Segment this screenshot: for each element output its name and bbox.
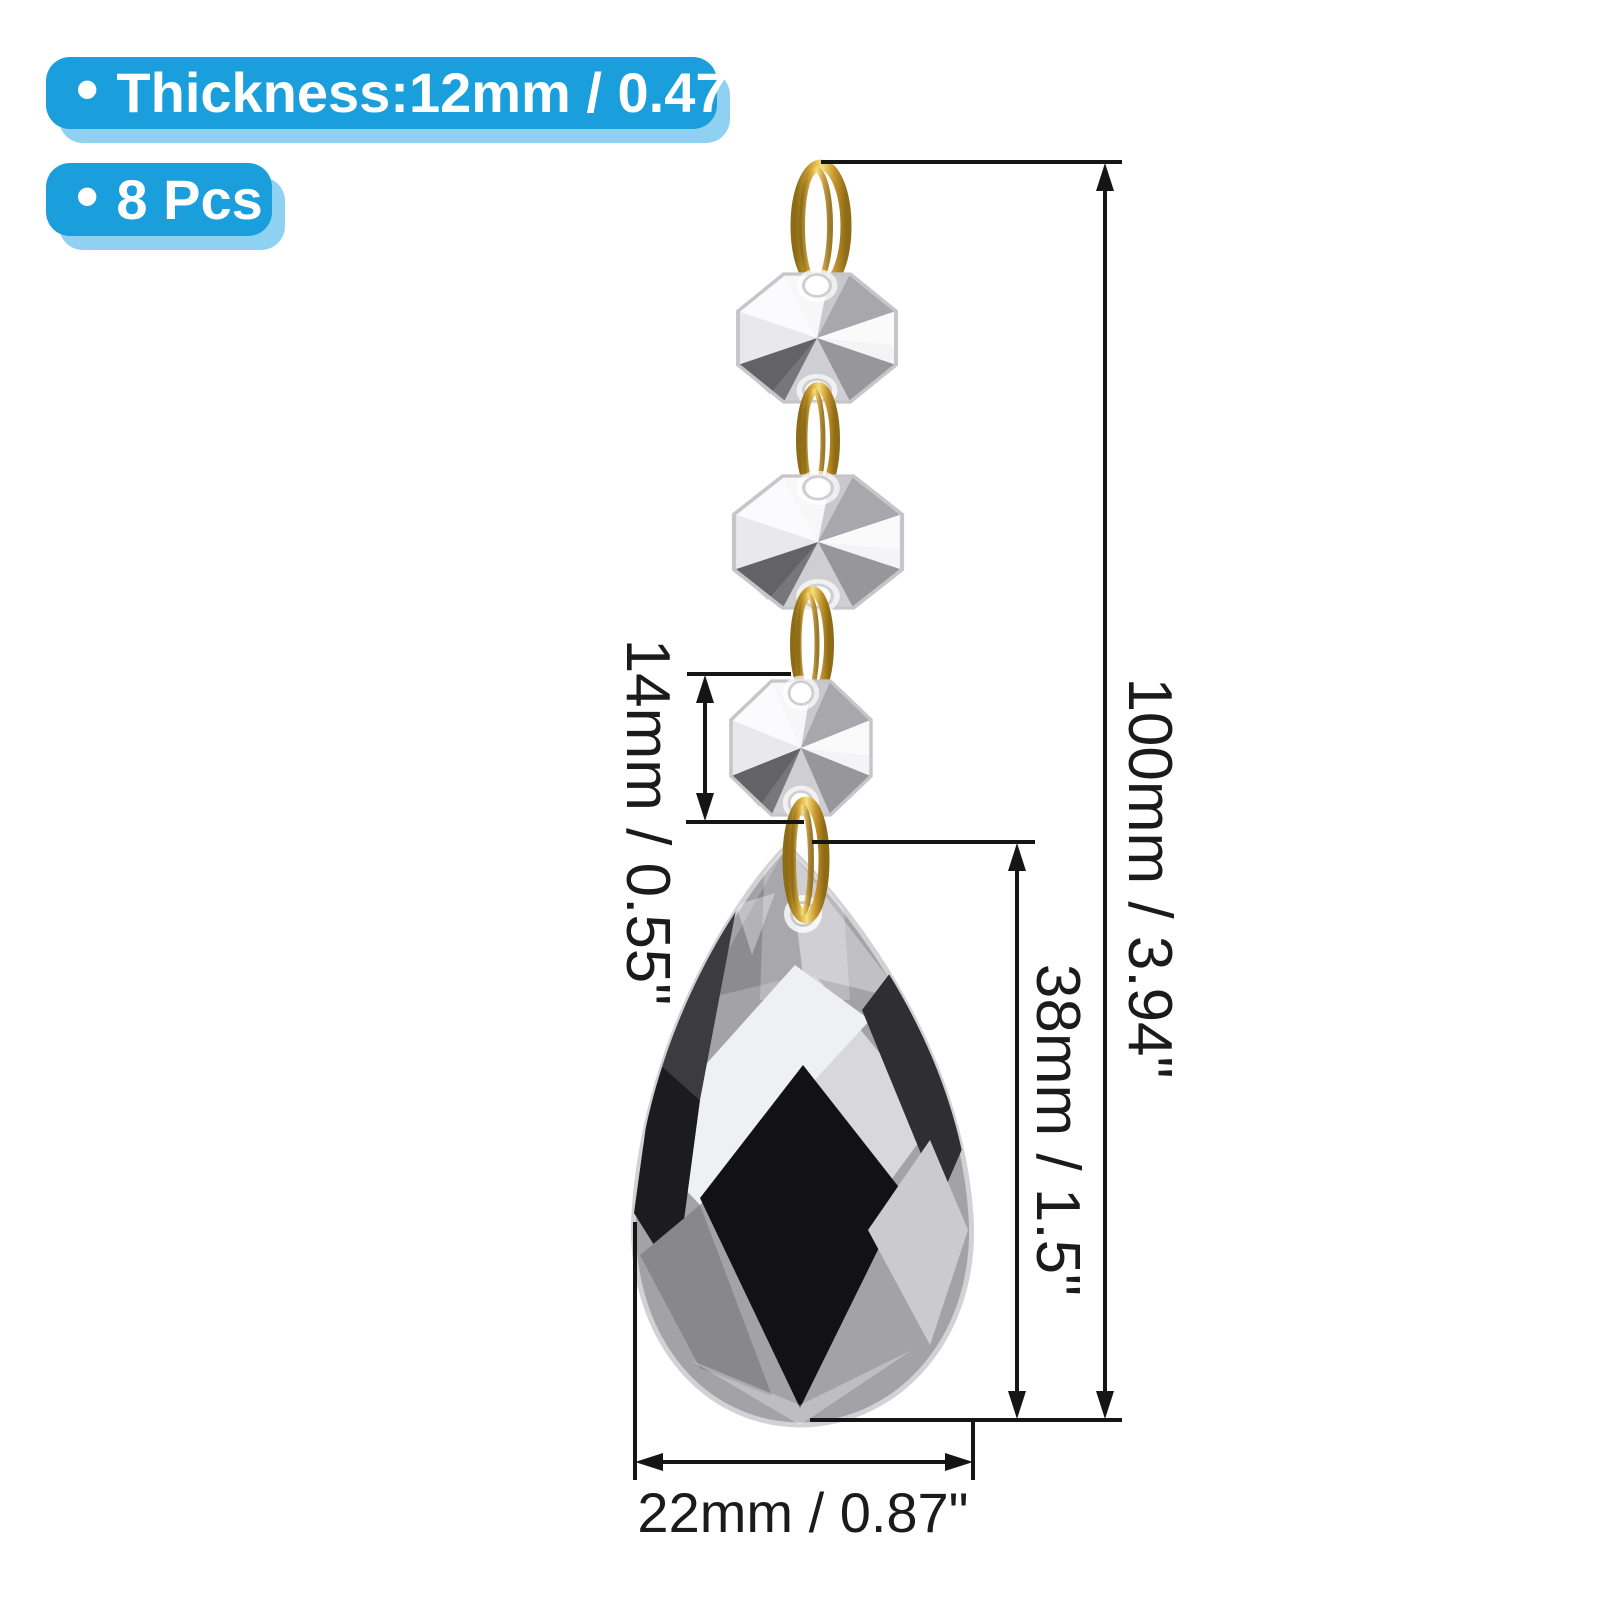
gold-ring-top: [790, 159, 852, 293]
bullet-icon: •: [76, 53, 99, 125]
dimension-lines: [633, 160, 1122, 1480]
thickness-badge: • Thickness:12mm / 0.47": [46, 53, 753, 129]
dim-drop-width-label: 22mm / 0.87": [637, 1481, 969, 1544]
dim-drop-length-label: 38mm / 1.5": [1023, 963, 1092, 1297]
dim-bead-size-label: 14mm / 0.55": [613, 638, 682, 1006]
bullet-icon: •: [76, 159, 99, 232]
count-badge: • 8 Pcs: [46, 163, 272, 236]
teardrop-crystal: [631, 842, 975, 1428]
count-badge-label: 8 Pcs: [116, 167, 263, 231]
dim-total-length-label: 100mm / 3.94": [1115, 677, 1184, 1079]
gold-ring-4: [782, 796, 830, 924]
thickness-badge-label: Thickness:12mm / 0.47": [116, 61, 754, 124]
